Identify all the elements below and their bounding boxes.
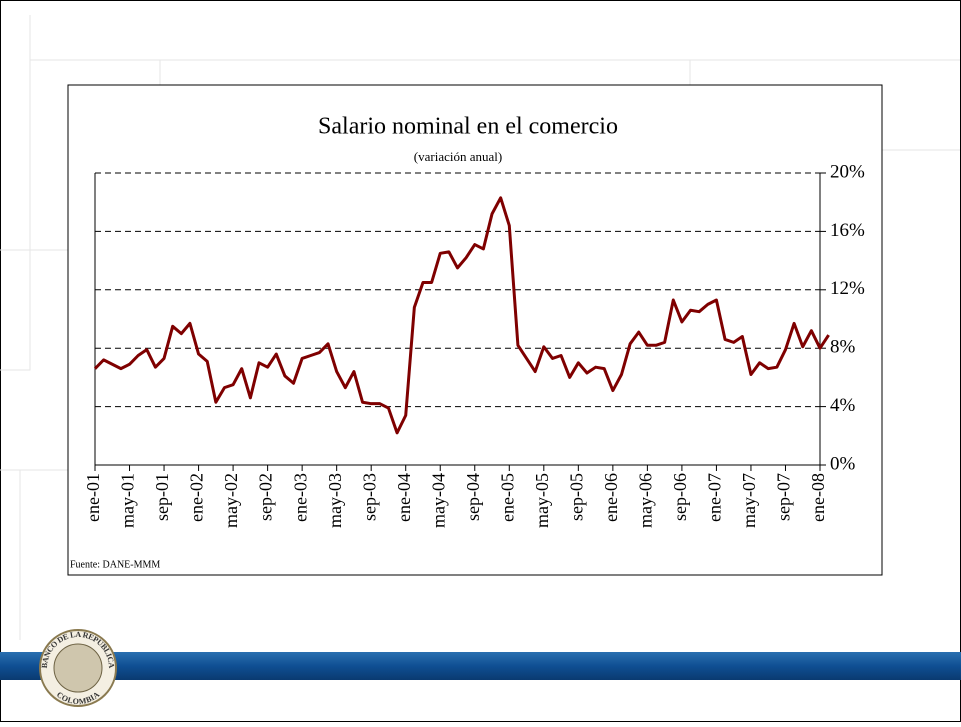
x-tick-label: ene-07 bbox=[705, 473, 725, 522]
x-tick-label: sep-07 bbox=[774, 473, 794, 521]
chart-subtitle: (variación anual) bbox=[414, 149, 502, 164]
y-tick-label: 8% bbox=[830, 337, 856, 358]
chart-frame bbox=[67, 84, 883, 576]
x-tick-label: may-04 bbox=[428, 473, 448, 528]
x-tick-label: ene-01 bbox=[83, 473, 103, 522]
y-tick-label: 16% bbox=[830, 220, 865, 241]
x-tick-label: ene-08 bbox=[808, 473, 828, 522]
x-tick-label: may-03 bbox=[325, 473, 345, 528]
footer-band bbox=[0, 652, 961, 680]
y-tick-label: 20% bbox=[830, 161, 865, 182]
chart-title: Salario nominal en el comercio bbox=[318, 114, 618, 140]
y-tick-label: 12% bbox=[830, 278, 865, 299]
x-tick-label: ene-05 bbox=[497, 473, 517, 522]
x-tick-label: sep-05 bbox=[566, 473, 586, 521]
line-series bbox=[93, 196, 830, 435]
x-tick-label: sep-04 bbox=[463, 473, 483, 521]
x-tick-label: ene-06 bbox=[601, 473, 621, 522]
x-tick-label: may-02 bbox=[221, 473, 241, 528]
x-tick-label: sep-06 bbox=[670, 473, 690, 521]
x-tick-label: ene-03 bbox=[290, 473, 310, 522]
x-tick-label: sep-03 bbox=[359, 473, 379, 521]
y-tick-label: 4% bbox=[830, 395, 856, 416]
x-tick-label: sep-02 bbox=[256, 473, 276, 521]
y-tick-label: 0% bbox=[830, 453, 856, 474]
x-tick-label: sep-01 bbox=[152, 473, 172, 521]
x-tick-label: ene-04 bbox=[394, 473, 414, 522]
x-tick-label: may-06 bbox=[636, 473, 656, 528]
logo: BANCO DE LA REPUBLICA COLOMBIA bbox=[39, 629, 117, 707]
source-note: Fuente: DANE-MMM bbox=[70, 559, 160, 570]
x-tick-label: may-07 bbox=[739, 473, 759, 528]
x-tick-label: may-01 bbox=[118, 473, 138, 528]
plot: 0% 4% 8% 12% 16% 20% ene-01 may-01 sep-01 ene-02 m… bbox=[83, 161, 865, 528]
x-tick-label: ene-02 bbox=[187, 473, 207, 522]
x-tick-label: may-05 bbox=[532, 473, 552, 528]
